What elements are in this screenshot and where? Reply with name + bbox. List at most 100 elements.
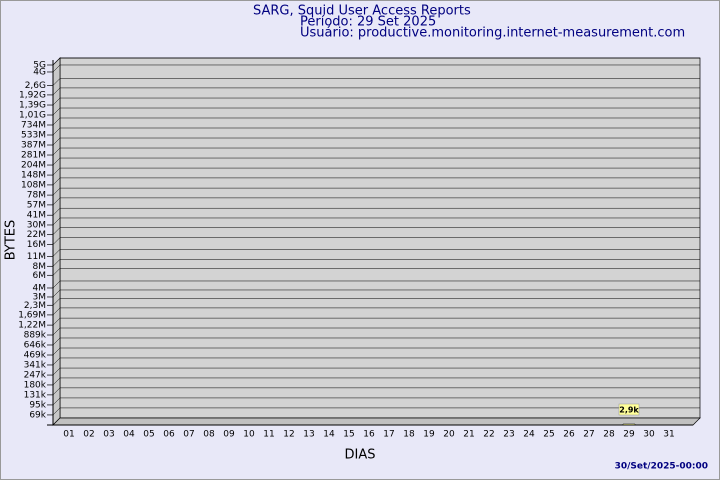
x-tick-label: 26 bbox=[563, 430, 575, 440]
y-tick-label: 1,01G bbox=[19, 111, 46, 121]
y-tick-label: 1,39G bbox=[19, 101, 46, 111]
floor bbox=[52, 417, 701, 426]
grid-line bbox=[52, 78, 700, 86]
y-tick-label: 247k bbox=[24, 371, 47, 381]
grid-line bbox=[52, 127, 700, 136]
side-wall bbox=[52, 57, 61, 426]
x-tick-label: 07 bbox=[183, 430, 194, 440]
x-tick-label: 15 bbox=[343, 430, 354, 440]
y-tick-label: 131k bbox=[24, 390, 47, 400]
grid-line bbox=[52, 107, 700, 116]
y-tick-label: 646k bbox=[24, 340, 47, 350]
y-tick-label: 533M bbox=[21, 131, 46, 141]
grid-line bbox=[52, 387, 700, 396]
y-tick-label: 281M bbox=[21, 151, 46, 161]
x-tick-label: 02 bbox=[83, 430, 94, 440]
x-tick-label: 11 bbox=[263, 430, 274, 440]
grid-line bbox=[52, 317, 700, 326]
x-tick-label: 13 bbox=[303, 430, 314, 440]
x-tick-label: 16 bbox=[363, 430, 375, 440]
y-tick-label: 4G bbox=[33, 67, 46, 77]
y-tick-label: 41M bbox=[27, 211, 46, 221]
y-tick-label: 3M bbox=[33, 292, 47, 302]
grid-line bbox=[52, 137, 700, 146]
grid-line bbox=[52, 337, 700, 346]
grid-line bbox=[52, 167, 700, 176]
grid-line bbox=[52, 347, 700, 356]
grid-line bbox=[52, 57, 700, 66]
grid-line bbox=[52, 280, 700, 289]
y-tick-label: 57M bbox=[27, 200, 46, 210]
x-tick-label: 29 bbox=[623, 430, 635, 440]
grid-line bbox=[52, 407, 700, 416]
grid-line bbox=[52, 268, 700, 276]
y-tick-label: 16M bbox=[27, 240, 46, 250]
y-tick-label: 2,6G bbox=[25, 81, 46, 91]
x-tick-label: 04 bbox=[123, 430, 135, 440]
x-tick-label: 05 bbox=[143, 430, 154, 440]
y-tick-label: 5G bbox=[33, 61, 46, 71]
grid-line bbox=[52, 97, 700, 106]
y-tick-label: 180k bbox=[24, 380, 47, 390]
x-tick-label: 22 bbox=[483, 430, 494, 440]
y-tick-label: 4M bbox=[33, 283, 47, 293]
grid-line bbox=[52, 298, 700, 306]
grid-line bbox=[52, 207, 700, 216]
y-tick-label: 469k bbox=[24, 351, 47, 361]
y-tick-label: 2,3M bbox=[24, 301, 46, 311]
x-tick-label: 18 bbox=[403, 430, 415, 440]
x-tick-label: 17 bbox=[383, 430, 394, 440]
x-tick-label: 25 bbox=[543, 430, 554, 440]
grid-line bbox=[52, 289, 700, 298]
y-tick-label: 6M bbox=[33, 271, 47, 281]
grid-line bbox=[52, 367, 700, 376]
grid-line bbox=[52, 217, 700, 226]
grid-line bbox=[52, 197, 700, 206]
y-tick-label: 734M bbox=[21, 120, 46, 130]
y-tick-label: 108M bbox=[21, 180, 46, 190]
grid-line bbox=[52, 64, 700, 73]
x-tick-label: 24 bbox=[523, 430, 535, 440]
y-tick-label: 204M bbox=[21, 161, 46, 171]
grid-line bbox=[52, 259, 700, 267]
y-tick-label: 8M bbox=[33, 262, 47, 272]
y-tick-label: 148M bbox=[21, 171, 46, 181]
grid-line bbox=[52, 357, 700, 366]
grid-line bbox=[52, 397, 700, 406]
back-wall bbox=[59, 57, 701, 419]
x-tick-label: 30 bbox=[643, 430, 655, 440]
grid-line bbox=[52, 249, 700, 257]
y-axis-label: BYTES bbox=[4, 220, 19, 261]
grid-line bbox=[52, 327, 700, 336]
x-tick-label: 23 bbox=[503, 430, 514, 440]
grid-line bbox=[52, 87, 700, 96]
grid-line bbox=[52, 187, 700, 196]
x-tick-label: 06 bbox=[163, 430, 175, 440]
bar bbox=[622, 423, 636, 426]
x-tick-label: 28 bbox=[603, 430, 615, 440]
grid-line bbox=[52, 307, 700, 316]
chart-subtitle: Período: 29 Set 2025 bbox=[300, 15, 436, 30]
y-tick-label: 30M bbox=[27, 220, 46, 230]
y-tick-label: 1,22M bbox=[18, 321, 46, 331]
y-tick-label: 387M bbox=[21, 141, 46, 151]
y-tick-label: 11M bbox=[27, 252, 46, 262]
y-tick-label: 341k bbox=[24, 360, 47, 370]
grid-line bbox=[52, 237, 700, 245]
x-tick-label: 12 bbox=[283, 430, 294, 440]
y-tick-label: 1,69M bbox=[18, 310, 46, 320]
grid-line bbox=[52, 377, 700, 386]
grid-line bbox=[52, 157, 700, 166]
grid-line bbox=[52, 227, 700, 235]
y-tick-label: 78M bbox=[27, 191, 46, 201]
x-tick-label: 21 bbox=[463, 430, 474, 440]
x-tick-label: 31 bbox=[663, 430, 674, 440]
y-tick-label: 1,92G bbox=[19, 90, 46, 100]
x-tick-label: 10 bbox=[243, 430, 255, 440]
y-tick-label: 22M bbox=[27, 230, 46, 240]
grid-line bbox=[52, 117, 700, 126]
value-label: 2,9k bbox=[619, 406, 639, 415]
grid-line bbox=[52, 147, 700, 156]
x-axis-label: DIAS bbox=[345, 448, 376, 463]
